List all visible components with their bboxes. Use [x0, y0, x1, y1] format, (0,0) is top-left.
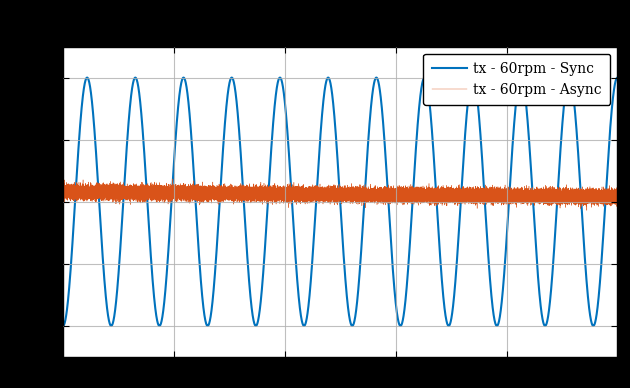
tx - 60rpm - Async	[237, 192, 244, 196]
tx - 60rpm - Sync	[160, 305, 168, 309]
tx - 60rpm - Async	[509, 192, 517, 197]
tx - 60rpm - Async	[531, 196, 539, 201]
tx - 60rpm - Sync	[392, 298, 399, 303]
tx - 60rpm - Async	[614, 197, 621, 202]
tx - 60rpm - Sync	[59, 324, 67, 328]
tx - 60rpm - Async	[121, 191, 129, 196]
Line: tx - 60rpm - Async: tx - 60rpm - Async	[63, 179, 617, 210]
tx - 60rpm - Sync	[515, 80, 523, 85]
tx - 60rpm - Async	[550, 194, 558, 199]
Line: tx - 60rpm - Sync: tx - 60rpm - Sync	[63, 78, 617, 326]
tx - 60rpm - Sync	[614, 75, 621, 80]
tx - 60rpm - Async	[169, 177, 176, 181]
tx - 60rpm - Sync	[271, 102, 278, 107]
tx - 60rpm - Async	[583, 208, 590, 213]
tx - 60rpm - Async	[59, 188, 67, 192]
Legend: tx - 60rpm - Sync, tx - 60rpm - Async: tx - 60rpm - Sync, tx - 60rpm - Async	[423, 54, 610, 105]
tx - 60rpm - Async	[475, 190, 483, 195]
tx - 60rpm - Sync	[420, 76, 427, 81]
tx - 60rpm - Sync	[473, 91, 481, 95]
